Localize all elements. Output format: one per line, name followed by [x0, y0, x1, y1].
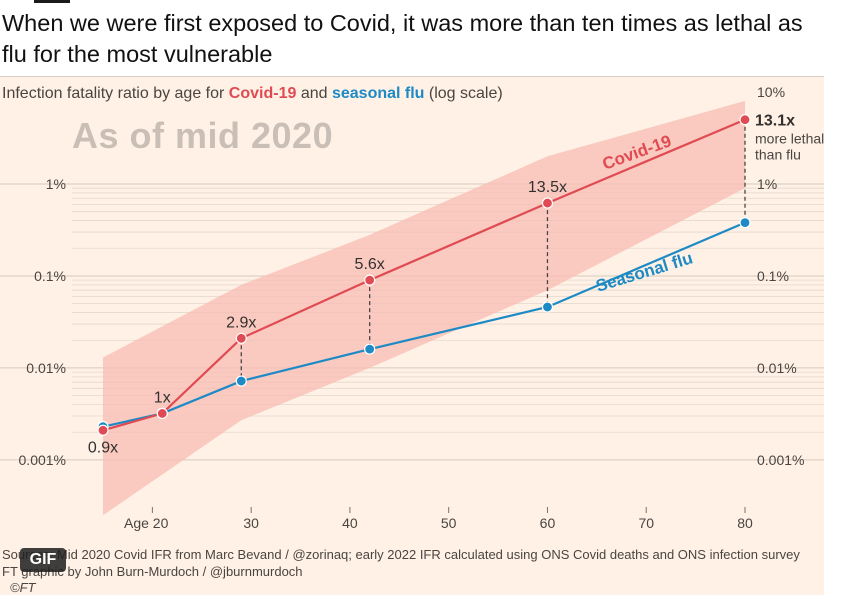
flu-point [364, 343, 376, 355]
source-line-1: Sources: Mid 2020 Covid IFR from Marc Be… [2, 547, 800, 562]
x-tick-label: Age 20 [124, 515, 169, 531]
y-tick-label-right: 0.01% [757, 360, 797, 376]
ratio-note: than flu [755, 147, 801, 163]
ratio-label: 1x [154, 389, 171, 406]
covid-point [235, 332, 247, 344]
top-strip-mark [34, 0, 70, 3]
ratio-label: 0.9x [88, 440, 118, 457]
source-note: Sources: Mid 2020 Covid IFR from Marc Be… [2, 546, 842, 580]
flu-point [541, 301, 554, 313]
y-tick-label-left: 0.001% [19, 452, 66, 468]
covid-point [739, 114, 751, 126]
covid-point [156, 407, 168, 420]
covid-uncertainty-band [103, 100, 745, 516]
headline: When we were first exposed to Covid, it … [2, 10, 803, 67]
source-line-2: FT graphic by John Burn-Murdoch / @jburn… [2, 564, 303, 579]
top-strip [0, 0, 849, 7]
divider [0, 76, 824, 77]
ratio-note: more lethal [755, 131, 824, 147]
y-tick-label-right: 10% [757, 84, 785, 100]
y-tick-label-right: 0.001% [757, 452, 804, 468]
ratio-label: 13.1x [755, 113, 795, 130]
subtitle-suffix: (log scale) [424, 85, 503, 102]
covid-point [97, 424, 109, 436]
subtitle-prefix: Infection fatality ratio by age for [2, 85, 229, 102]
x-tick-label: 50 [441, 515, 457, 531]
ft-logo: ©FT [10, 580, 36, 595]
flu-point [235, 375, 247, 387]
x-tick-label: 40 [342, 515, 358, 531]
flu-point [739, 217, 751, 229]
gif-badge[interactable]: GIF [20, 548, 66, 572]
y-tick-label-right: 1% [757, 176, 777, 192]
covid-point [364, 274, 376, 286]
ratio-label: 2.9x [226, 314, 256, 331]
y-tick-label-right: 0.1% [757, 268, 789, 284]
y-tick-label-left: 1% [46, 176, 66, 192]
chart-subtitle: Infection fatality ratio by age for Covi… [2, 85, 503, 103]
y-tick-label-left: 0.01% [26, 360, 66, 376]
covid-point [541, 197, 554, 209]
y-tick-label-left: 0.1% [34, 268, 66, 284]
x-tick-label: 60 [540, 515, 556, 531]
subtitle-flu: seasonal flu [331, 85, 425, 102]
ratio-label: 5.6x [355, 256, 385, 273]
subtitle-middle: and [296, 85, 332, 102]
scroll-gutter [824, 0, 849, 595]
x-tick-label: 80 [737, 515, 753, 531]
ifr-chart: 0.001% 0.001% 0.01% 0.01% 0.1% 0.1% 1% 1% 10% Age… [0, 84, 824, 531]
x-tick-label: 30 [243, 515, 259, 531]
ratio-label: 13.5x [528, 179, 567, 196]
subtitle-covid: Covid-19 [228, 85, 297, 102]
x-tick-label: 70 [638, 515, 654, 531]
time-stamp-label: As of mid 2020 [72, 115, 334, 156]
covid-line [102, 118, 746, 432]
